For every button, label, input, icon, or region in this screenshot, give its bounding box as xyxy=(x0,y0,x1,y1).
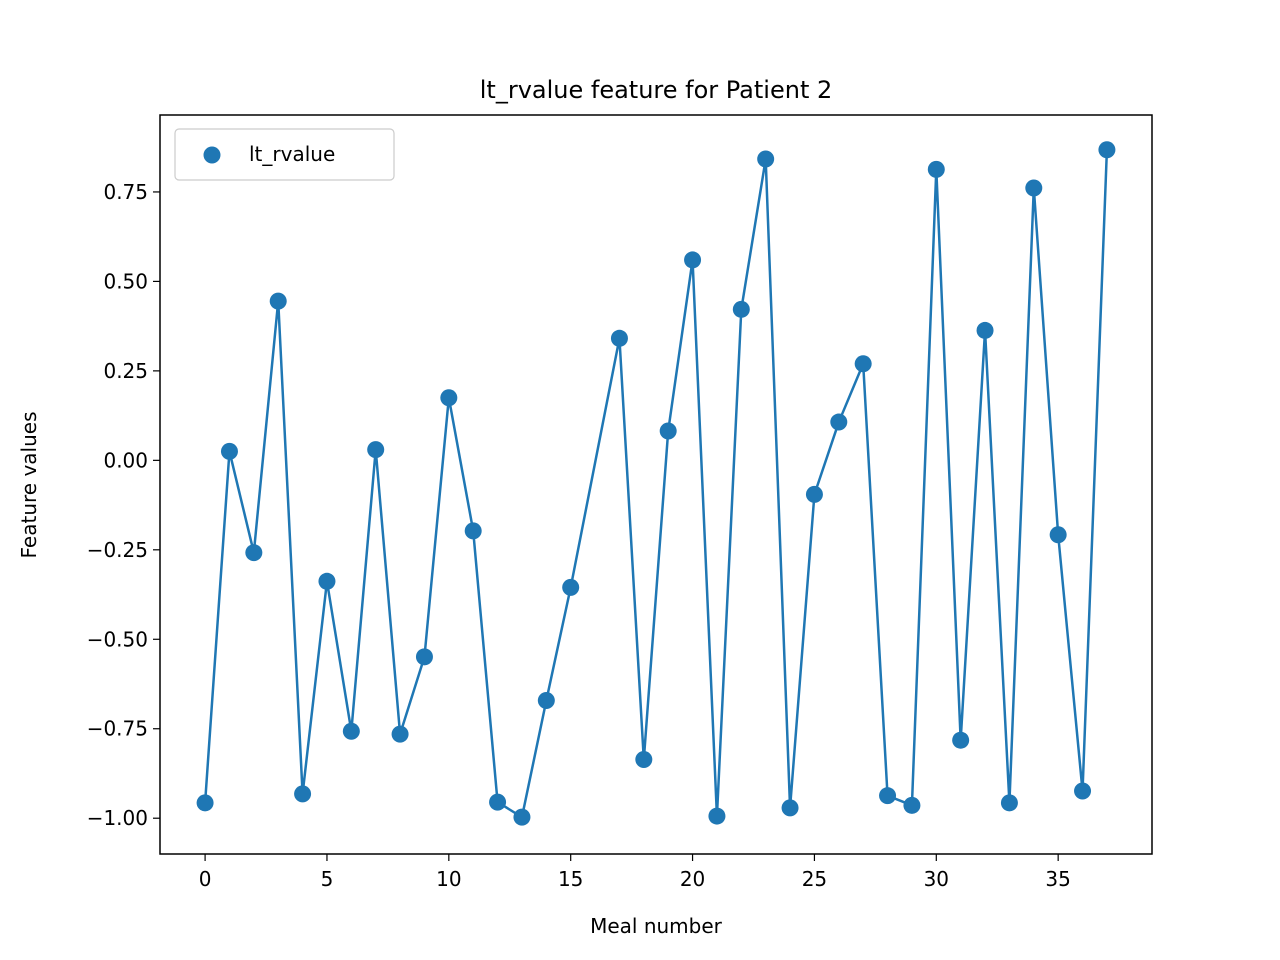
data-point xyxy=(879,787,897,805)
data-point xyxy=(269,292,287,310)
y-tick-label: −0.75 xyxy=(87,717,148,741)
y-tick-label: 0.75 xyxy=(103,180,148,204)
y-tick-label: −0.25 xyxy=(87,538,148,562)
data-point xyxy=(732,300,750,318)
data-point xyxy=(367,441,385,459)
chart-title: lt_rvalue feature for Patient 2 xyxy=(480,76,833,104)
data-point xyxy=(952,731,970,749)
data-point xyxy=(854,355,872,373)
data-point xyxy=(391,725,409,743)
x-tick-label: 0 xyxy=(199,867,212,891)
data-point xyxy=(1098,141,1116,159)
data-point xyxy=(318,572,336,590)
data-point xyxy=(294,785,312,803)
data-point xyxy=(220,442,238,460)
data-point xyxy=(1025,179,1043,197)
data-point xyxy=(562,578,580,596)
y-tick-label: 0.50 xyxy=(103,269,148,293)
data-point xyxy=(927,160,945,178)
data-point xyxy=(464,522,482,540)
data-point xyxy=(903,796,921,814)
x-tick-label: 20 xyxy=(680,867,705,891)
data-point xyxy=(1074,782,1092,800)
y-axis: −1.00 −0.75 −0.50 −0.25 0.00 0.25 0.50 0.75 xyxy=(87,180,160,830)
y-axis-label: Feature values xyxy=(17,412,41,559)
x-tick-label: 15 xyxy=(558,867,583,891)
legend-label: lt_rvalue xyxy=(249,142,335,166)
data-point xyxy=(415,648,433,666)
data-point xyxy=(513,808,531,826)
data-point xyxy=(245,544,263,562)
x-tick-label: 35 xyxy=(1045,867,1070,891)
y-tick-label: 0.00 xyxy=(103,448,148,472)
data-point xyxy=(684,251,702,269)
legend-box xyxy=(174,128,395,181)
x-tick-label: 10 xyxy=(436,867,461,891)
data-point xyxy=(440,389,458,407)
data-point xyxy=(537,691,555,709)
data-point xyxy=(659,422,677,440)
x-axis-label: Meal number xyxy=(590,914,723,938)
plot-frame xyxy=(159,114,1153,855)
x-tick-label: 30 xyxy=(924,867,949,891)
data-point xyxy=(976,321,994,339)
data-point xyxy=(708,807,726,825)
y-tick-label: −1.00 xyxy=(87,806,148,830)
legend-marker xyxy=(203,146,221,164)
data-point xyxy=(489,793,507,811)
y-tick-label: −0.50 xyxy=(87,627,148,651)
data-point xyxy=(342,722,360,740)
x-tick-label: 5 xyxy=(321,867,334,891)
data-point xyxy=(635,751,653,769)
x-axis: 0 5 10 15 20 25 30 35 xyxy=(199,854,1071,891)
data-point xyxy=(196,794,214,812)
data-point xyxy=(830,413,848,431)
data-point xyxy=(781,799,799,817)
plot-area xyxy=(196,141,1116,826)
data-point xyxy=(610,329,628,347)
legend: lt_rvalue xyxy=(174,128,395,181)
data-point xyxy=(1000,794,1018,812)
x-tick-label: 25 xyxy=(802,867,827,891)
data-point xyxy=(805,485,823,503)
data-point xyxy=(757,150,775,168)
y-tick-label: 0.25 xyxy=(103,359,148,383)
data-point xyxy=(1049,526,1067,544)
